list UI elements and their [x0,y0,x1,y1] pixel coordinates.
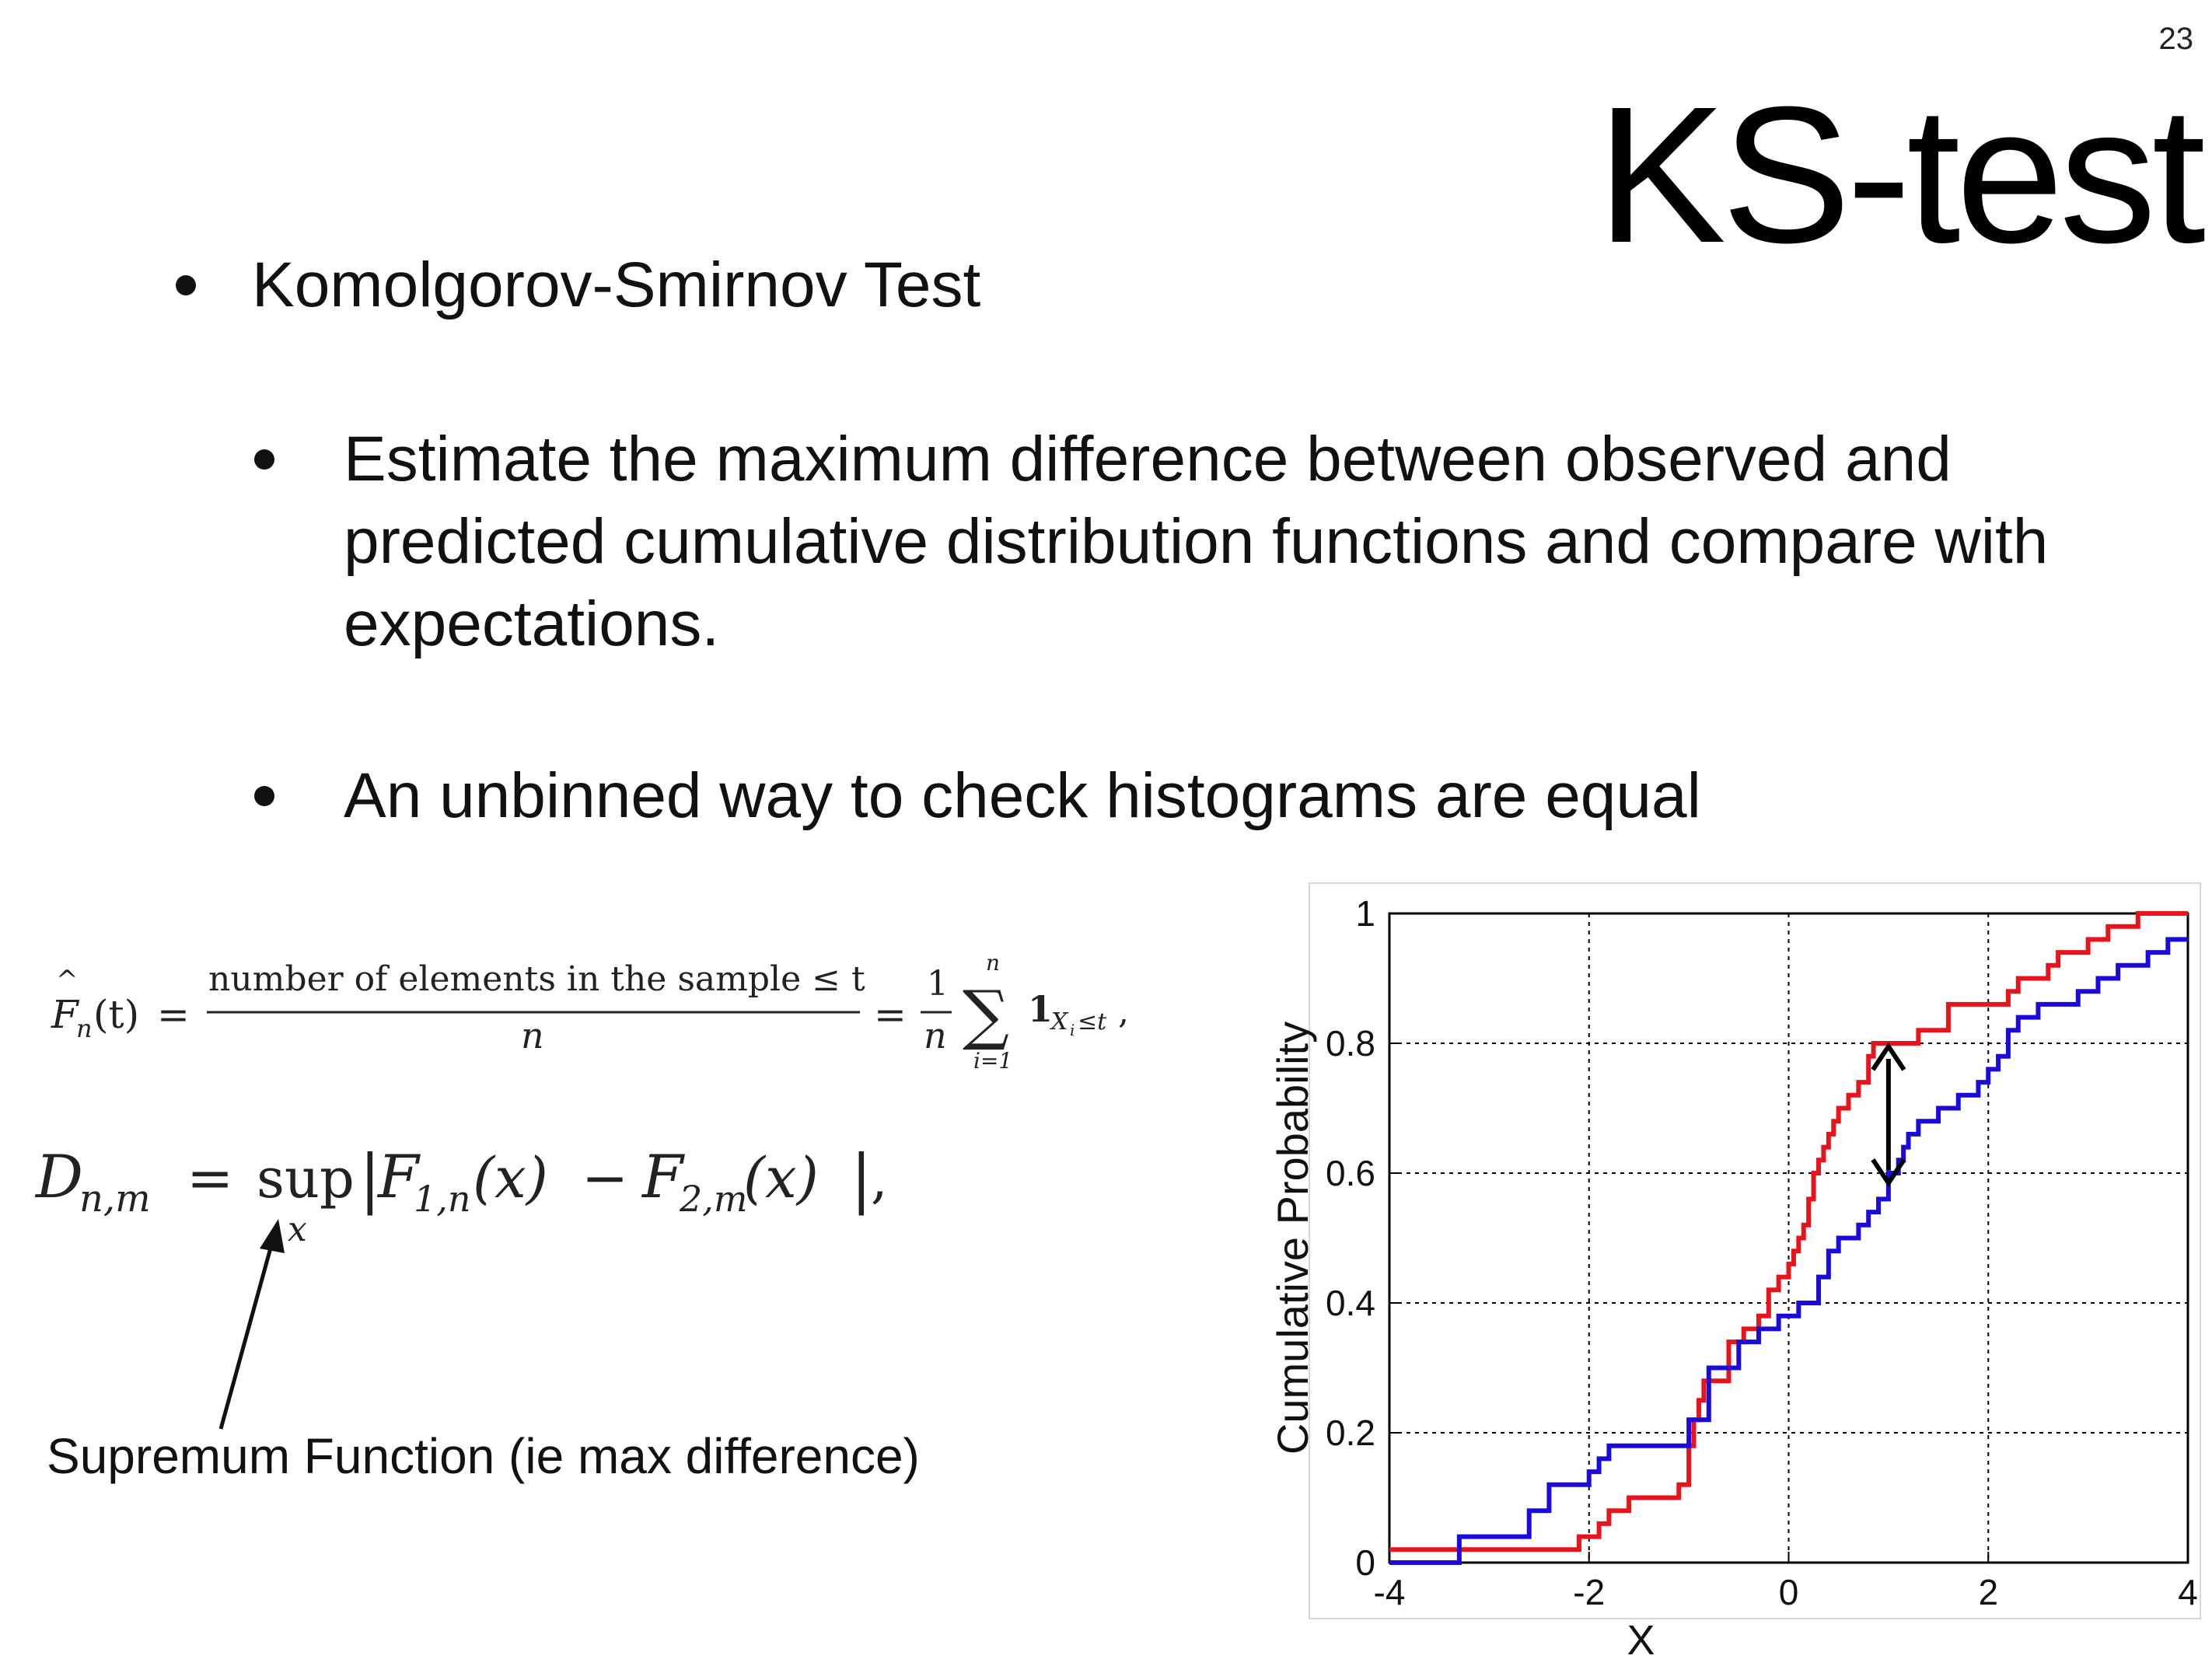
formula-f2-arg: (x) [743,1145,819,1210]
x-tick-label: -4 [1374,1572,1406,1612]
cdf-series-line [1389,937,2188,1565]
ecdf-formula: ^ F n (t) = number of elements in the sa… [51,950,1129,1074]
arrow-up-icon [1871,1042,1906,1071]
formula-frac-den: n [924,1015,947,1057]
formula-lhs-sub: n [76,1014,93,1043]
x-tick-label: -2 [1573,1572,1605,1612]
formula-sup: sup [257,1147,355,1210]
formula-minus: − [582,1145,628,1210]
x-tick-label: 2 [1978,1572,1998,1612]
bullet-text: An unbinned way to check histograms are … [344,760,1701,831]
y-tick-label: 0.2 [1326,1413,1375,1453]
formula-equals: = [157,992,190,1037]
formula-indicator-sub-i: i [1070,1021,1075,1039]
formula-d: D [34,1142,83,1211]
y-tick-label: 0.4 [1326,1283,1375,1323]
bullet-dot-icon [254,786,274,806]
formula-bar-left: | [359,1142,381,1216]
slide-title: KS-test [1596,66,2206,283]
x-tick-label: 4 [2178,1572,2198,1612]
ks-statistic-formula: D n,m = sup x | F 1,n (x) − F 2,m (x) | … [34,1142,888,1249]
y-axis-label: Cumulative Probability [1268,1022,1317,1455]
x-tick-label: 0 [1779,1572,1799,1612]
cdf-chart-frame [1309,882,2201,1619]
formula-numerator: number of elements in the sample ≤ t [208,959,865,999]
y-tick-label: 0.8 [1326,1023,1375,1064]
formula-f1-sub: 1,n [414,1178,471,1220]
formula-f2: F [641,1142,685,1211]
supremum-label: Supremum Function (ie max difference) [47,1428,920,1484]
arrow-down-icon [1871,1158,1906,1188]
y-tick-label: 0 [1355,1542,1375,1583]
formula-f1-arg: (x) [473,1145,548,1210]
y-tick-label: 0.6 [1326,1153,1375,1193]
sum-icon: ∑ [963,976,1009,1053]
formula-lhs: F [51,992,80,1037]
formula-sum-lower: i=1 [973,1048,1012,1074]
bullet-ks-test: Komolgorov-Smirnov Test [176,244,980,327]
y-tick-label: 1 [1355,893,1375,934]
formula-f1: F [376,1142,421,1211]
formula-indicator: 1 [1028,988,1053,1030]
formula-sum-upper: n [986,950,1000,976]
bullet-dot-icon [254,449,274,470]
formula2-equals: = [187,1145,233,1210]
formula-equals-2: = [874,992,907,1037]
bullet-text: Komolgorov-Smirnov Test [252,250,981,320]
formula-indicator-cond: ≤t [1078,1008,1107,1036]
formula-lhs-arg: (t) [93,992,139,1037]
bullet-unbinned: An unbinned way to check histograms are … [254,755,2058,837]
bullet-dot-icon [176,275,196,295]
x-axis-label: X [1627,1617,1655,1659]
formula-sup-sub: x [288,1210,307,1249]
formula2-trailing: , [871,1149,888,1210]
formula-trailing: , [1118,992,1129,1032]
formula-frac-num: 1 [927,964,949,1004]
formula-d-sub: n,m [79,1177,151,1221]
bullet-estimate: Estimate the maximum difference between … [254,418,2058,665]
formula-indicator-sub: X [1050,1008,1069,1036]
bullet-text: Estimate the maximum difference between … [344,424,2049,659]
formula-bar-right: | [851,1142,872,1216]
formula-f2-sub: 2,m [679,1178,748,1220]
formula-hat-icon: ^ [56,965,79,996]
formula-denominator: n [521,1015,544,1057]
slide-number: 23 [2158,22,2194,56]
